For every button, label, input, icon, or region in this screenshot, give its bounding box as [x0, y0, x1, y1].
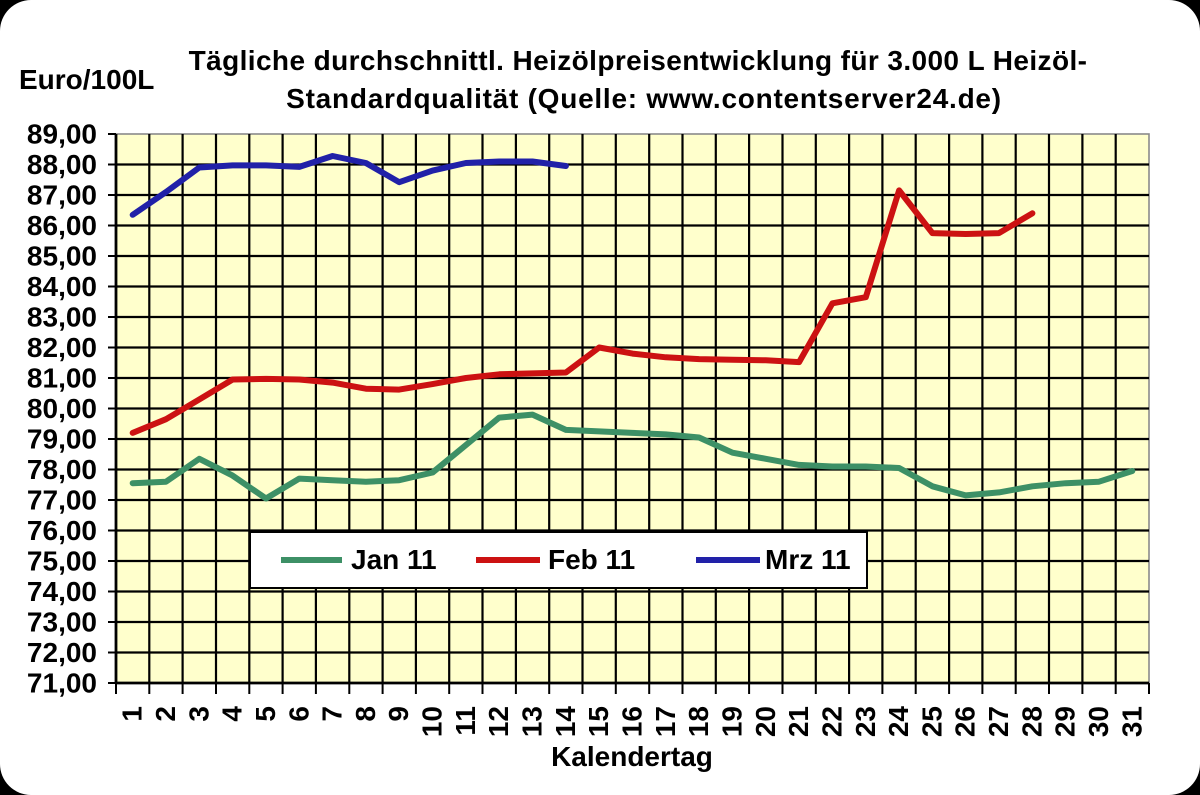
- svg-text:24: 24: [883, 706, 914, 738]
- svg-text:72,00: 72,00: [27, 637, 97, 668]
- svg-text:76,00: 76,00: [27, 515, 97, 546]
- svg-text:25: 25: [916, 706, 947, 737]
- svg-text:29: 29: [1050, 706, 1081, 737]
- svg-text:14: 14: [550, 706, 581, 738]
- svg-text:23: 23: [850, 706, 881, 737]
- svg-text:9: 9: [383, 706, 414, 722]
- svg-text:Euro/100L: Euro/100L: [19, 64, 154, 95]
- svg-text:7: 7: [317, 706, 348, 722]
- svg-text:22: 22: [816, 706, 847, 737]
- svg-text:Mrz 11: Mrz 11: [765, 544, 851, 575]
- svg-text:19: 19: [717, 706, 748, 737]
- svg-text:31: 31: [1116, 706, 1147, 737]
- svg-text:20: 20: [750, 706, 781, 737]
- svg-text:30: 30: [1083, 706, 1114, 737]
- svg-text:28: 28: [1016, 706, 1047, 737]
- svg-text:5: 5: [250, 706, 281, 722]
- svg-text:10: 10: [417, 706, 448, 737]
- svg-text:13: 13: [517, 706, 548, 737]
- svg-text:6: 6: [283, 706, 314, 722]
- svg-text:84,00: 84,00: [27, 271, 97, 302]
- svg-text:26: 26: [950, 706, 981, 737]
- svg-text:75,00: 75,00: [27, 546, 97, 577]
- svg-text:73,00: 73,00: [27, 607, 97, 638]
- svg-text:2: 2: [150, 706, 181, 722]
- svg-text:8: 8: [350, 706, 381, 722]
- svg-text:Tägliche durchschnittl. Heizöl: Tägliche durchschnittl. Heizölpreisentwi…: [189, 45, 1088, 76]
- svg-text:71,00: 71,00: [27, 668, 97, 699]
- svg-text:18: 18: [683, 706, 714, 737]
- svg-text:11: 11: [450, 706, 481, 736]
- svg-text:77,00: 77,00: [27, 485, 97, 516]
- svg-text:4: 4: [217, 706, 248, 722]
- svg-text:1: 1: [117, 706, 148, 722]
- svg-text:15: 15: [583, 706, 614, 737]
- svg-text:12: 12: [483, 706, 514, 737]
- svg-text:88,00: 88,00: [27, 149, 97, 180]
- svg-text:17: 17: [650, 706, 681, 737]
- svg-text:3: 3: [183, 706, 214, 722]
- svg-text:82,00: 82,00: [27, 332, 97, 363]
- svg-text:78,00: 78,00: [27, 454, 97, 485]
- svg-text:89,00: 89,00: [27, 119, 97, 150]
- svg-text:83,00: 83,00: [27, 302, 97, 333]
- svg-text:Standardqualität (Quelle: www.: Standardqualität (Quelle: www.contentser…: [286, 83, 1002, 114]
- svg-text:16: 16: [617, 706, 648, 737]
- svg-text:74,00: 74,00: [27, 576, 97, 607]
- svg-text:85,00: 85,00: [27, 241, 97, 272]
- svg-text:Kalendertag: Kalendertag: [551, 741, 713, 772]
- svg-text:80,00: 80,00: [27, 393, 97, 424]
- svg-text:Jan 11: Jan 11: [351, 544, 437, 575]
- svg-text:79,00: 79,00: [27, 424, 97, 455]
- svg-text:86,00: 86,00: [27, 210, 97, 241]
- svg-text:Feb 11: Feb 11: [548, 544, 635, 575]
- svg-text:27: 27: [983, 706, 1014, 737]
- svg-text:81,00: 81,00: [27, 363, 97, 394]
- svg-text:21: 21: [783, 706, 814, 737]
- svg-text:87,00: 87,00: [27, 180, 97, 211]
